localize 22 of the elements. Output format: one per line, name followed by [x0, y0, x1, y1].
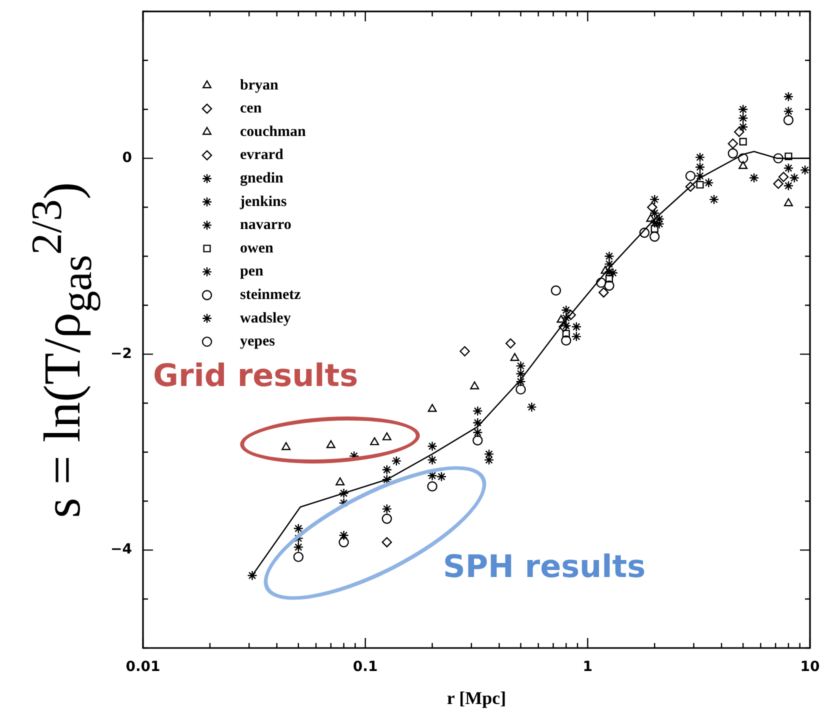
- x-tick-label: 10: [800, 659, 820, 676]
- legend-label: wadsley: [240, 310, 292, 326]
- x-tick-label: 0.01: [126, 659, 160, 676]
- legend-label: cen: [240, 100, 262, 117]
- y-tick-label: 0: [122, 150, 132, 166]
- legend-label: navarro: [240, 217, 292, 234]
- x-axis-title: r [Mpc]: [446, 688, 506, 708]
- x-tick-label: 1: [582, 659, 593, 676]
- legend-label: bryan: [240, 77, 279, 94]
- annotation: Grid results: [153, 358, 358, 394]
- legend-label: couchman: [240, 124, 306, 140]
- legend-label: steinmetz: [240, 286, 302, 303]
- annotation: SPH results: [443, 549, 646, 585]
- legend-label: pen: [240, 264, 264, 280]
- legend-label: jenkins: [239, 194, 287, 210]
- y-tick-label: −4: [110, 542, 132, 558]
- x-tick-label: 0.1: [352, 659, 378, 676]
- y-tick-label: −2: [110, 346, 132, 362]
- legend-label: gnedin: [240, 170, 284, 186]
- legend-label: yepes: [240, 334, 276, 350]
- legend-label: evrard: [240, 147, 284, 164]
- legend-label: owen: [240, 240, 274, 256]
